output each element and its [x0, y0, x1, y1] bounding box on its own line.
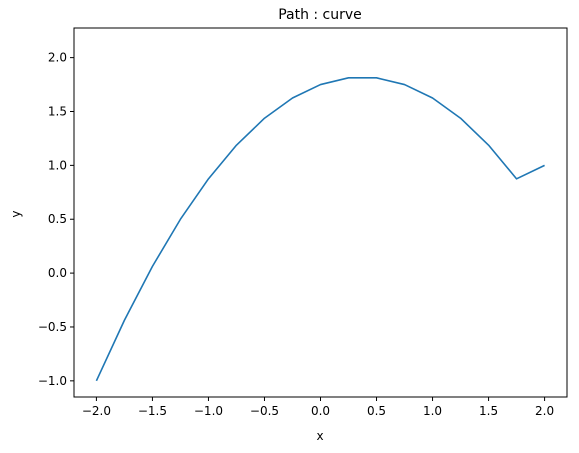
x-tick-label: −0.5 [250, 404, 279, 418]
x-axis-label: x [316, 429, 323, 443]
y-tick-label: 1.5 [48, 104, 67, 118]
y-tick-label: 2.0 [48, 51, 67, 65]
x-tick-label: 0.5 [367, 404, 386, 418]
y-axis-label: y [9, 210, 23, 217]
x-axis-ticks: −2.0 −1.5 −1.0 −0.5 0.0 0.5 1.0 1.5 2.0 [82, 397, 554, 418]
y-tick-label: −1.0 [38, 374, 67, 388]
chart-title: Path : curve [278, 7, 362, 23]
x-tick-label: −1.0 [194, 404, 223, 418]
plot-frame [73, 27, 568, 398]
x-tick-label: 1.5 [479, 404, 498, 418]
series-line [95, 77, 545, 382]
y-tick-label: 1.0 [48, 158, 67, 172]
x-tick-label: 1.0 [423, 404, 442, 418]
x-tick-label: −1.5 [138, 404, 167, 418]
y-tick-label: 0.0 [48, 266, 67, 280]
series-layer [95, 77, 545, 382]
x-tick-label: −2.0 [82, 404, 111, 418]
y-tick-label: −0.5 [38, 320, 67, 334]
x-tick-label: 0.0 [311, 404, 330, 418]
y-tick-label: 0.5 [48, 212, 67, 226]
y-axis-ticks: −1.0 −0.5 0.0 0.5 1.0 1.5 2.0 [38, 51, 74, 388]
x-tick-label: 2.0 [535, 404, 554, 418]
